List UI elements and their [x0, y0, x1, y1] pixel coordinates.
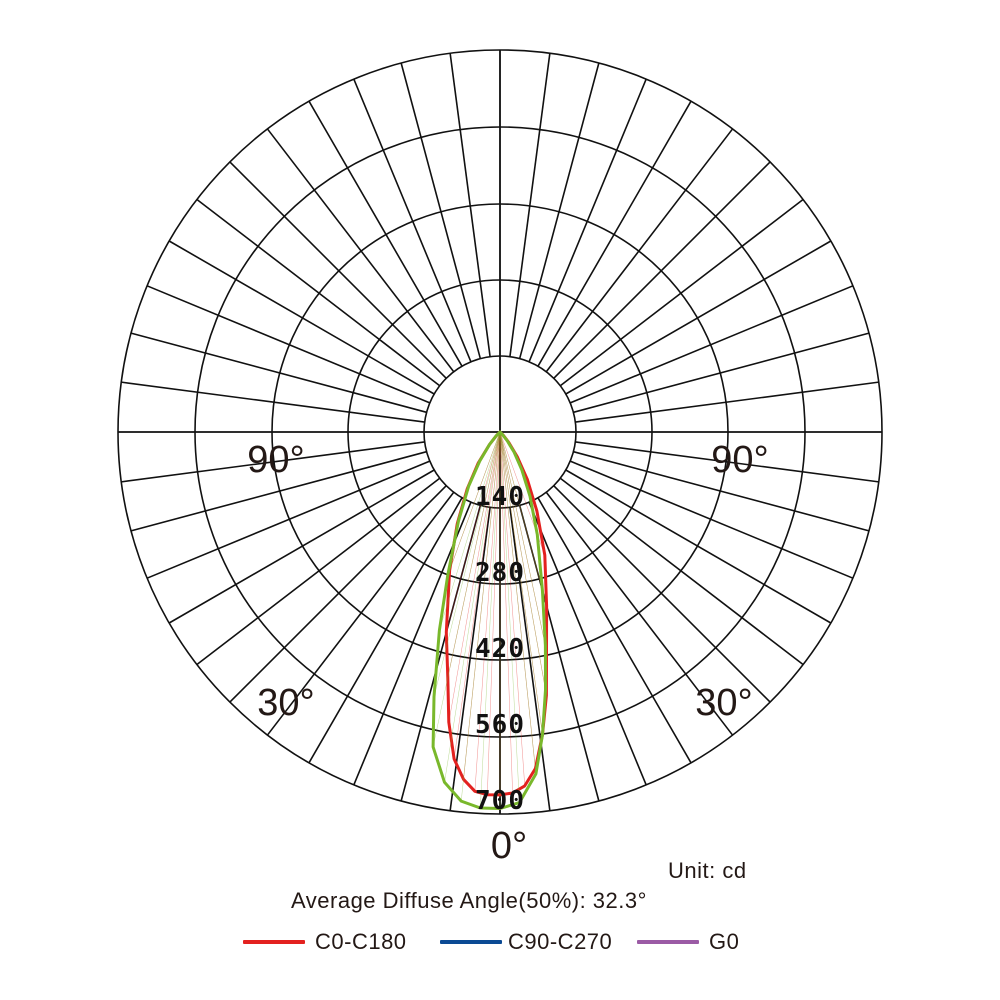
grid-spoke	[537, 497, 692, 764]
angle-label-30-right: 30°	[695, 682, 752, 724]
angle-label-0: 0°	[491, 825, 527, 867]
grid-spoke	[196, 477, 441, 666]
grid-spoke	[400, 62, 482, 359]
grid-spoke	[565, 469, 832, 624]
axis-labels: 90° 90° 30° 30° 0° 140 280 420 560 700	[247, 439, 768, 867]
radial-tick-label: 140	[475, 482, 525, 512]
average-diffuse-angle-text: Average Diffuse Angle(50%): 32.3°	[291, 888, 647, 913]
grid-spoke	[130, 332, 427, 414]
series-ray-unnamed	[480, 431, 501, 809]
grid-spoke	[553, 161, 771, 379]
grid-spoke	[559, 198, 804, 387]
series-ray-unnamed	[433, 431, 501, 697]
radial-tick-label: 700	[475, 786, 525, 816]
radial-tick-label: 560	[475, 710, 525, 740]
grid-spoke	[518, 62, 600, 359]
legend-item-g0: G0	[637, 928, 739, 956]
grid-spoke	[121, 441, 425, 483]
series-ray-unnamed	[460, 431, 501, 802]
grid-spoke	[509, 507, 551, 811]
series-ray-unnamed	[444, 431, 501, 783]
grid-spoke	[308, 100, 463, 367]
grid-spoke	[229, 485, 447, 703]
series-ray-unnamed	[499, 431, 543, 591]
legend-item-c0-c180: C0-C180	[243, 928, 407, 956]
series-ray-unnamed	[499, 431, 546, 646]
grid-spoke	[569, 460, 854, 579]
series-ray-c0-c180	[499, 431, 513, 794]
grid-spoke	[449, 507, 491, 811]
grid-spoke	[537, 100, 692, 367]
grid-spoke	[266, 491, 455, 736]
grid-spoke	[146, 460, 431, 579]
grid-spoke	[565, 240, 832, 395]
grid-spoke	[229, 161, 447, 379]
grid-spoke	[168, 469, 435, 624]
series-ray-c0-c180	[474, 431, 501, 792]
series-ray-unnamed	[499, 431, 543, 735]
series-ray-unnamed	[499, 431, 546, 691]
series-ray-unnamed	[439, 431, 501, 631]
series-layer	[431, 430, 549, 810]
grid-spoke	[168, 240, 435, 395]
series-ray-unnamed	[432, 431, 501, 747]
series-ray-c0-c180	[446, 431, 501, 633]
grid-spoke	[553, 485, 771, 703]
legend-swatch-red	[243, 940, 305, 944]
grid-spoke	[353, 78, 472, 363]
grid-spoke	[559, 477, 804, 666]
legend-label: G0	[709, 929, 740, 954]
unit-text: Unit: cd	[668, 858, 747, 883]
angle-label-30-left: 30°	[257, 682, 314, 724]
grid-spoke	[575, 441, 879, 483]
legend-swatch-blue	[440, 940, 502, 944]
grid-spoke	[121, 381, 425, 423]
angle-label-90-right: 90°	[711, 439, 768, 481]
grid-spoke	[308, 497, 463, 764]
series-ray-c0-c180	[499, 431, 525, 786]
radial-tick-label: 420	[475, 634, 525, 664]
series-ray-unnamed	[499, 431, 537, 774]
grid-spoke	[266, 128, 455, 373]
series-ray-unnamed	[447, 431, 501, 576]
legend-swatch-purple	[637, 940, 699, 944]
grid-spoke	[545, 128, 734, 373]
series-ray-c0-c180	[487, 431, 501, 795]
grid-spoke	[449, 53, 491, 357]
grid-spoke	[545, 491, 734, 736]
grid-spoke	[146, 285, 431, 404]
grid-spoke	[569, 285, 854, 404]
series-ray-c0-c180	[453, 431, 501, 759]
grid-spoke	[196, 198, 441, 387]
legend-item-c90-c270: C90-C270	[440, 928, 612, 956]
angle-label-90-left: 90°	[247, 439, 304, 481]
grid-spoke	[575, 381, 879, 423]
series-ray-c0-c180	[448, 431, 501, 723]
legend-label: C0-C180	[315, 929, 407, 954]
radial-tick-label: 280	[475, 558, 525, 588]
grid-spoke	[528, 501, 647, 786]
grid-spoke	[528, 78, 647, 363]
grid-spoke	[573, 450, 870, 532]
legend-label: C90-C270	[508, 929, 613, 954]
series-ray-unnamed	[499, 431, 520, 803]
grid-spoke	[509, 53, 551, 357]
grid-spoke	[130, 450, 427, 532]
grid-spoke	[573, 332, 870, 414]
